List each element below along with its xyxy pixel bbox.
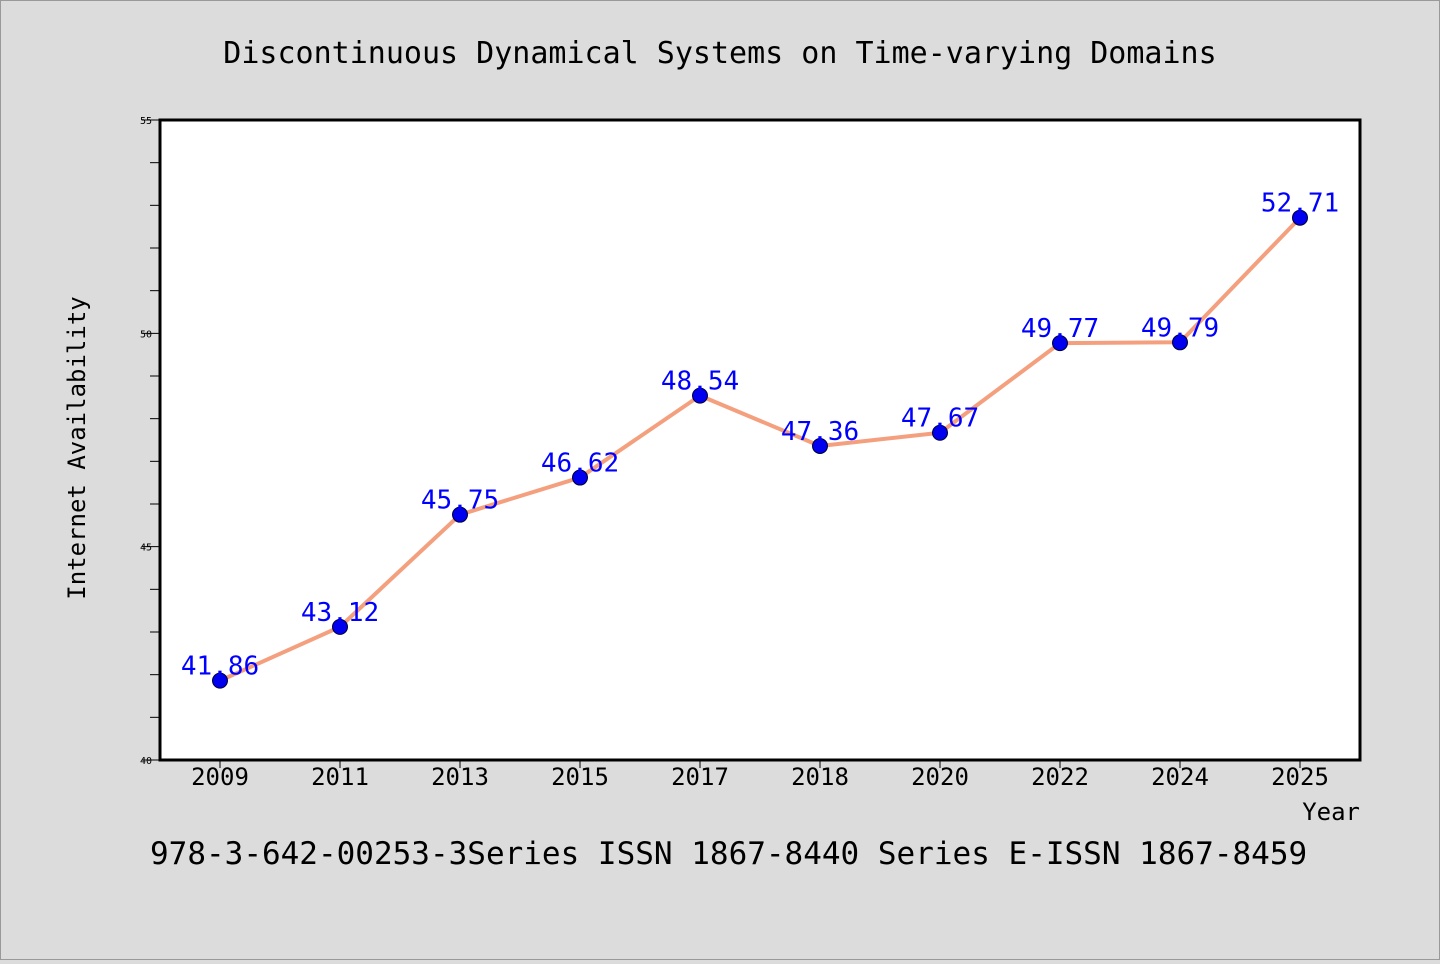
data-point — [1172, 334, 1188, 351]
plot-area — [158, 118, 1362, 762]
x-tick-label: 2015 — [551, 763, 609, 791]
series-line — [218, 215, 1302, 683]
y-axis: 40 45 50 55 — [140, 116, 160, 767]
x-tick-label: 2022 — [1031, 763, 1089, 791]
data-label: 49.79 — [1141, 313, 1219, 343]
data-point — [932, 424, 948, 441]
data-label: 46.62 — [541, 449, 619, 479]
y-tick-label: 45 — [140, 543, 152, 554]
x-tick-label: 2011 — [311, 763, 369, 791]
x-tick-label: 2024 — [1151, 763, 1209, 791]
y-tick-label: 55 — [140, 116, 152, 127]
data-point — [1052, 335, 1068, 352]
data-point — [812, 437, 828, 454]
data-label: 47.67 — [901, 404, 979, 434]
data-label: 45.75 — [421, 486, 499, 516]
chart-title: Discontinuous Dynamical Systems on Time-… — [223, 36, 1216, 71]
x-tick-label: 2025 — [1271, 763, 1329, 791]
x-tick-label: 2009 — [191, 763, 249, 791]
y-axis-label: Internet Availability — [63, 296, 91, 599]
x-axis-label: Year — [1302, 798, 1360, 826]
footnote-text: 978-3-642-00253-3Series ISSN 1867-8440 S… — [150, 836, 1307, 872]
series-group: 41.86 43.12 45.75 46.62 48.54 47.36 47.67 49.77… — [181, 189, 1339, 689]
data-label: 47.36 — [781, 417, 859, 447]
y-tick-label: 40 — [140, 756, 152, 767]
y-tick-label: 50 — [140, 329, 152, 340]
data-point — [332, 618, 348, 635]
x-tick-label: 2018 — [791, 763, 849, 791]
data-label: 52.71 — [1261, 189, 1339, 219]
data-label: 41.86 — [181, 652, 259, 682]
data-point — [572, 469, 588, 486]
data-point — [1292, 209, 1308, 226]
data-label: 48.54 — [661, 367, 739, 397]
data-point — [452, 506, 468, 523]
x-tick-label: 2017 — [671, 763, 729, 791]
data-label: 49.77 — [1021, 314, 1099, 344]
data-point — [212, 672, 228, 689]
data-point — [692, 387, 708, 404]
x-tick-label: 2020 — [911, 763, 969, 791]
x-axis: 2009 2011 2013 2015 2017 2018 2020 2022 2024 2025 — [191, 760, 1329, 791]
data-label: 43.12 — [301, 598, 379, 628]
x-tick-label: 2013 — [431, 763, 489, 791]
